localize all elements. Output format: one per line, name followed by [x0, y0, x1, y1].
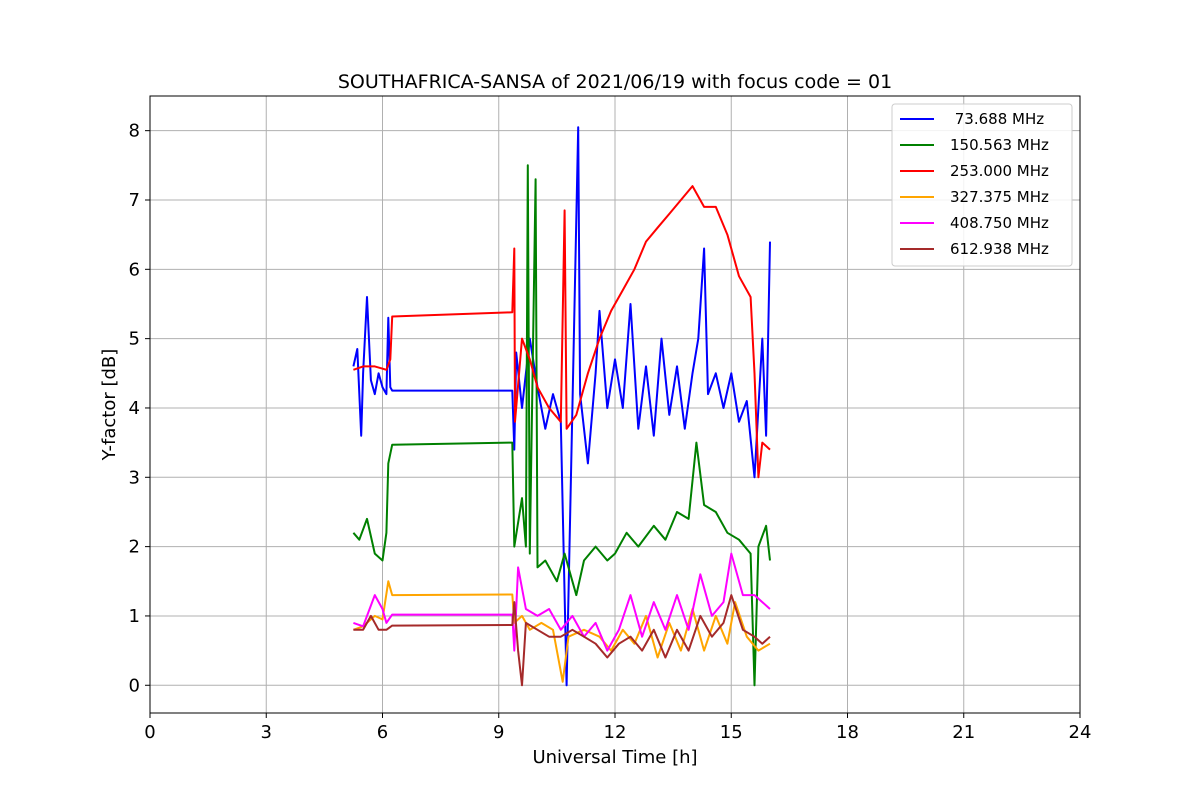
y-tick-label: 2	[129, 537, 140, 558]
chart-title: SOUTHAFRICA-SANSA of 2021/06/19 with foc…	[338, 71, 892, 93]
x-tick-label: 24	[1069, 722, 1092, 743]
y-tick-label: 4	[129, 398, 140, 419]
y-tick-label: 5	[129, 329, 140, 350]
legend-label-1: 73.688 MHz	[950, 110, 1044, 128]
x-tick-label: 15	[720, 722, 743, 743]
grid-lines	[149, 96, 1081, 713]
x-tick-label: 3	[261, 722, 272, 743]
series-line-4	[353, 580, 771, 683]
series-line-1	[352, 126, 771, 687]
series-layer	[352, 126, 771, 687]
x-tick-label: 21	[952, 722, 975, 743]
y-axis-ticks: 0 1 2 3 4 5 6 7 8	[129, 121, 150, 696]
series-line-3	[353, 185, 771, 479]
y-tick-label: 3	[129, 467, 140, 488]
legend-box	[891, 103, 1073, 267]
x-tick-label: 0	[144, 722, 155, 743]
y-tick-label: 6	[129, 259, 140, 280]
x-tick-label: 9	[493, 722, 504, 743]
x-tick-label: 18	[836, 722, 859, 743]
y-tick-label: 8	[129, 121, 140, 142]
y-tick-label: 0	[129, 675, 140, 696]
x-axis-ticks: 0 3 6 9 12 15 18 21 24	[144, 713, 1091, 743]
series-line-6	[353, 594, 771, 687]
legend-label-2: 150.563 MHz	[950, 136, 1049, 154]
x-tick-label: 6	[377, 722, 388, 743]
y-axis-label: Y-factor [dB]	[99, 349, 120, 462]
y-tick-label: 7	[129, 190, 140, 211]
legend-label-6: 612.938 MHz	[950, 240, 1049, 258]
legend-label-3: 253.000 MHz	[950, 162, 1049, 180]
x-tick-label: 12	[604, 722, 627, 743]
series-line-2	[352, 164, 771, 687]
y-tick-label: 1	[129, 606, 140, 627]
legend-label-4: 327.375 MHz	[950, 188, 1049, 206]
series-line-5	[353, 552, 771, 652]
legend: 73.688 MHz 150.563 MHz 253.000 MHz 327.375 …	[891, 103, 1073, 267]
legend-label-5: 408.750 MHz	[950, 214, 1049, 232]
x-axis-label: Universal Time [h]	[532, 747, 697, 768]
